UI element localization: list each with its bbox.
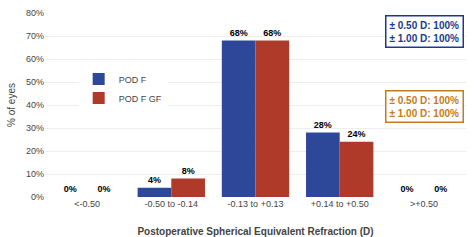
svg-text:30%: 30%: [26, 123, 44, 133]
svg-text:70%: 70%: [26, 31, 44, 41]
svg-text:± 0.50 D: 100%± 1.00 D: 100%: ± 0.50 D: 100%± 1.00 D: 100%: [390, 95, 460, 119]
svg-text:40%: 40%: [26, 100, 44, 110]
svg-text:20%: 20%: [26, 146, 44, 156]
svg-text:4%: 4%: [148, 175, 161, 185]
svg-text:-0.50 to -0.14: -0.50 to -0.14: [145, 199, 199, 209]
svg-text:Postoperative Spherical Equiva: Postoperative Spherical Equivalent Refra…: [137, 226, 373, 237]
svg-text:0%: 0%: [31, 192, 44, 202]
svg-text:POD F: POD F: [119, 75, 147, 85]
svg-text:8%: 8%: [182, 166, 195, 176]
svg-text:<-0.50: <-0.50: [74, 199, 100, 209]
svg-text:0%: 0%: [97, 184, 110, 194]
svg-text:-0.13 to +0.13: -0.13 to +0.13: [228, 199, 284, 209]
svg-text:10%: 10%: [26, 169, 44, 179]
svg-text:% of eyes: % of eyes: [6, 83, 17, 127]
svg-text:0%: 0%: [64, 184, 77, 194]
svg-text:± 0.50 D: 100%± 1.00 D: 100%: ± 0.50 D: 100%± 1.00 D: 100%: [390, 20, 460, 44]
svg-text:68%: 68%: [230, 28, 248, 38]
svg-text:50%: 50%: [26, 77, 44, 87]
svg-text:68%: 68%: [263, 28, 281, 38]
svg-text:24%: 24%: [348, 129, 366, 139]
svg-text:60%: 60%: [26, 54, 44, 64]
svg-text:0%: 0%: [401, 184, 414, 194]
svg-text:0%: 0%: [434, 184, 447, 194]
svg-text:80%: 80%: [26, 8, 44, 18]
svg-text:28%: 28%: [314, 120, 332, 130]
svg-text:+0.14 to +0.50: +0.14 to +0.50: [311, 199, 369, 209]
svg-text:POD F GF: POD F GF: [119, 94, 162, 104]
svg-text:>+0.50: >+0.50: [410, 199, 438, 209]
